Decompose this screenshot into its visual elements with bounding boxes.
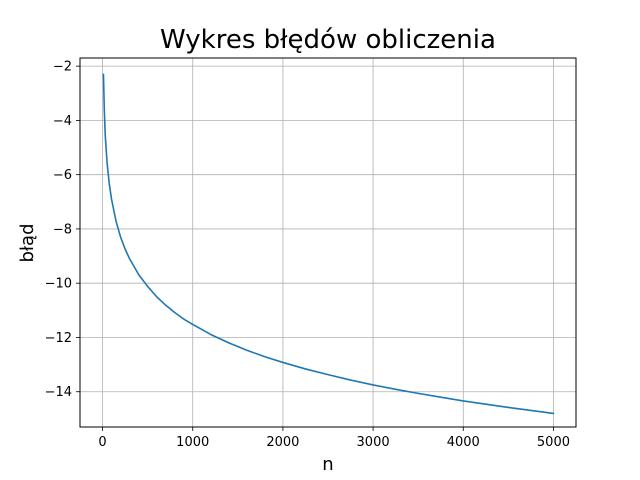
x-tick-label: 0 [98, 435, 106, 450]
x-tick-label: 5000 [537, 435, 570, 450]
y-tick-label: −12 [45, 331, 72, 346]
x-tick-label: 4000 [447, 435, 480, 450]
y-tick-label: −4 [53, 114, 72, 129]
y-axis-label: błąd [17, 224, 38, 263]
ticks: 0 1000 2000 3000 4000 5000 −14 −12 −10 −8 −6 −4 −2 [45, 60, 570, 450]
x-tick-label: 1000 [176, 435, 209, 450]
x-tick-label: 2000 [266, 435, 299, 450]
axes-frame [79, 57, 577, 428]
y-tick-label: −14 [45, 385, 72, 400]
x-axis-label: n [322, 454, 333, 475]
y-tick-label: −2 [53, 60, 72, 75]
y-tick-label: −6 [53, 168, 72, 183]
x-tick-label: 3000 [357, 435, 390, 450]
grid [80, 58, 576, 427]
y-tick-label: −10 [45, 277, 72, 292]
series-layer [102, 73, 555, 415]
series-line [102, 73, 555, 415]
y-tick-label: −8 [53, 222, 72, 237]
chart-title: Wykres błędów obliczenia [160, 25, 496, 55]
